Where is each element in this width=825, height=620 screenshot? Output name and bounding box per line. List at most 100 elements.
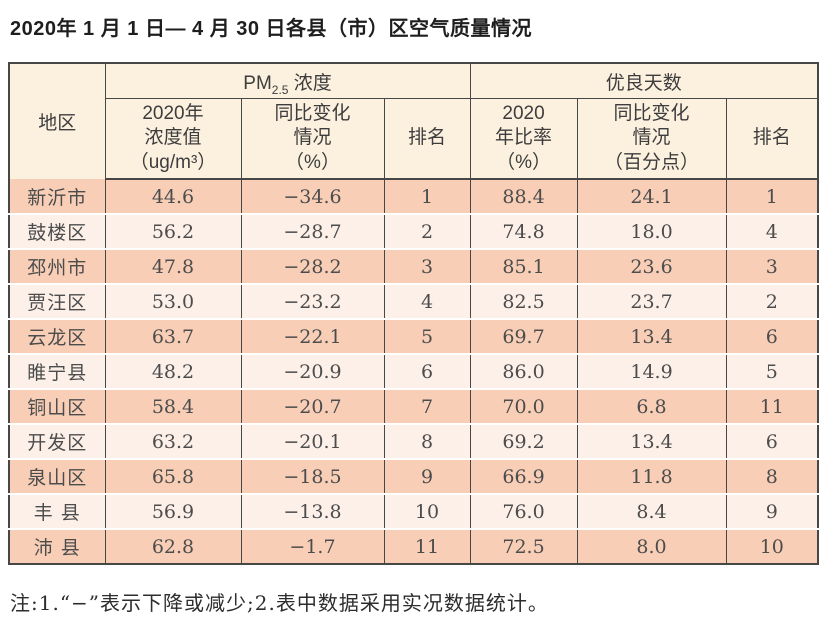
region-cell: 贾汪区 [8, 283, 105, 319]
ratio-cell: 82.5 [469, 283, 578, 319]
ratio-cell: 66.9 [469, 458, 578, 494]
ratio-rank-cell: 6 [725, 423, 819, 459]
pm-change-cell: −28.7 [240, 213, 384, 249]
col-subheader-ratio: 2020 年比率 （%） [469, 98, 578, 180]
pm-change-cell: −23.2 [240, 283, 384, 319]
ratio-change-cell: 13.4 [576, 423, 727, 459]
ratio-rank-cell: 5 [725, 353, 819, 389]
ratio-change-cell: 18.0 [576, 213, 727, 249]
air-quality-table: 地区 PM2.5 浓度 优良天数 2020年 浓度值 （ug/m³） 同比变化 … [8, 62, 820, 565]
col-subheader-pm-change: 同比变化 情况 （%） [240, 98, 384, 180]
table-row: 云龙区 63.7 −22.1 5 69.7 13.4 6 [8, 318, 819, 354]
table-row: 邳州市 47.8 −28.2 3 85.1 23.6 3 [8, 248, 819, 284]
ratio-change-cell: 23.7 [576, 283, 727, 319]
pm25-label: PM [243, 72, 272, 94]
pm-rank-cell: 9 [383, 458, 471, 494]
pm-rank-cell: 10 [383, 493, 471, 529]
region-cell: 鼓楼区 [8, 213, 105, 249]
ratio-cell: 88.4 [469, 179, 578, 214]
pm-rank-cell: 2 [383, 213, 471, 249]
pm-change-cell: −20.7 [240, 388, 384, 424]
pm-change-cell: −1.7 [240, 528, 384, 564]
ratio-cell: 69.7 [469, 318, 578, 354]
pm-rank-cell: 7 [383, 388, 471, 424]
ratio-change-cell: 24.1 [576, 179, 727, 214]
table-body: 新沂市 44.6 −34.6 1 88.4 24.1 1 鼓楼区 56.2 −28.7 2 74.8 1… [8, 179, 819, 564]
ratio-change-cell: 6.8 [576, 388, 727, 424]
ratio-rank-cell: 11 [725, 388, 819, 424]
pm25-subscript: 2.5 [271, 82, 289, 97]
table-row: 沛 县 62.8 −1.7 11 72.5 8.0 10 [8, 528, 819, 564]
pm-rank-cell: 1 [383, 179, 471, 214]
region-cell: 邳州市 [8, 248, 105, 284]
col-group-good-days: 优良天数 [469, 63, 819, 99]
pm-value-cell: 53.0 [104, 283, 241, 319]
col-subheader-ratio-change: 同比变化 情况 （百分点） [576, 98, 727, 180]
ratio-cell: 69.2 [469, 423, 578, 459]
pm-change-cell: −20.1 [240, 423, 384, 459]
ratio-rank-cell: 9 [725, 493, 819, 529]
pm-rank-cell: 6 [383, 353, 471, 389]
footnote: 注:1.“−”表示下降或减少;2.表中数据采用实况数据统计。 [10, 591, 549, 615]
region-cell: 丰 县 [8, 493, 105, 529]
page-title: 2020年 1 月 1 日— 4 月 30 日各县（市）区空气质量情况 [10, 18, 533, 40]
table-row: 开发区 63.2 −20.1 8 69.2 13.4 6 [8, 423, 819, 459]
pm25-label-suffix: 浓度 [288, 72, 332, 94]
header-group-row: 地区 PM2.5 浓度 优良天数 [8, 63, 819, 179]
pm-change-cell: −13.8 [240, 493, 384, 529]
pm-rank-cell: 8 [383, 423, 471, 459]
region-cell: 开发区 [8, 423, 105, 459]
pm-rank-cell: 4 [383, 283, 471, 319]
col-subheader-ratio-rank: 排名 [725, 98, 819, 180]
pm-change-cell: −34.6 [240, 179, 384, 214]
pm-value-cell: 56.9 [104, 493, 241, 529]
pm-change-cell: −28.2 [240, 248, 384, 284]
ratio-rank-cell: 8 [725, 458, 819, 494]
col-subheader-pm-value: 2020年 浓度值 （ug/m³） [104, 98, 241, 180]
col-header-region: 地区 [8, 63, 105, 179]
table-row: 贾汪区 53.0 −23.2 4 82.5 23.7 2 [8, 283, 819, 319]
ratio-rank-cell: 3 [725, 248, 819, 284]
region-cell: 沛 县 [8, 528, 105, 564]
table-row: 睢宁县 48.2 −20.9 6 86.0 14.9 5 [8, 353, 819, 389]
pm-change-cell: −18.5 [240, 458, 384, 494]
pm-value-cell: 48.2 [104, 353, 241, 389]
pm-rank-cell: 3 [383, 248, 471, 284]
ratio-cell: 72.5 [469, 528, 578, 564]
pm-rank-cell: 11 [383, 528, 471, 564]
pm-change-cell: −22.1 [240, 318, 384, 354]
pm-value-cell: 44.6 [104, 179, 241, 214]
ratio-cell: 85.1 [469, 248, 578, 284]
ratio-change-cell: 23.6 [576, 248, 727, 284]
ratio-change-cell: 14.9 [576, 353, 727, 389]
ratio-rank-cell: 4 [725, 213, 819, 249]
table-row: 铜山区 58.4 −20.7 7 70.0 6.8 11 [8, 388, 819, 424]
col-subheader-pm-rank: 排名 [383, 98, 471, 180]
region-cell: 泉山区 [8, 458, 105, 494]
ratio-rank-cell: 2 [725, 283, 819, 319]
ratio-change-cell: 8.4 [576, 493, 727, 529]
region-cell: 睢宁县 [8, 353, 105, 389]
pm-value-cell: 63.7 [104, 318, 241, 354]
pm-change-cell: −20.9 [240, 353, 384, 389]
ratio-rank-cell: 1 [725, 179, 819, 214]
pm-value-cell: 56.2 [104, 213, 241, 249]
region-cell: 新沂市 [8, 179, 105, 214]
ratio-rank-cell: 10 [725, 528, 819, 564]
region-cell: 铜山区 [8, 388, 105, 424]
table-row: 鼓楼区 56.2 −28.7 2 74.8 18.0 4 [8, 213, 819, 249]
ratio-cell: 70.0 [469, 388, 578, 424]
ratio-cell: 76.0 [469, 493, 578, 529]
ratio-change-cell: 13.4 [576, 318, 727, 354]
region-cell: 云龙区 [8, 318, 105, 354]
pm-rank-cell: 5 [383, 318, 471, 354]
header-sub-row: 2020年 浓度值 （ug/m³） 同比变化 情况 （%） 排名 2020 年比… [9, 98, 819, 180]
ratio-change-cell: 8.0 [576, 528, 727, 564]
ratio-cell: 74.8 [469, 213, 578, 249]
pm-value-cell: 47.8 [104, 248, 241, 284]
ratio-change-cell: 11.8 [576, 458, 727, 494]
col-group-pm25: PM2.5 浓度 [104, 63, 471, 99]
ratio-rank-cell: 6 [725, 318, 819, 354]
ratio-cell: 86.0 [469, 353, 578, 389]
